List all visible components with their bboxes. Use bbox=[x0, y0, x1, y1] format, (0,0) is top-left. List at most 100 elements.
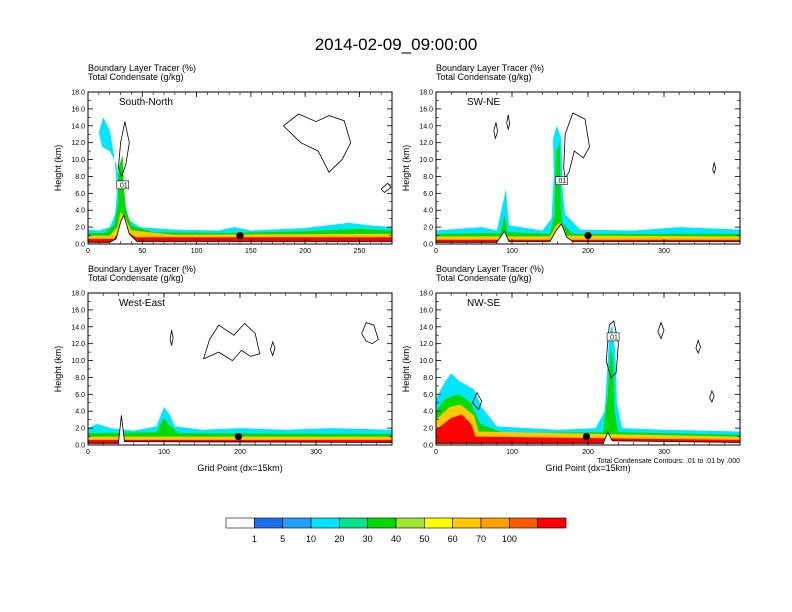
contour-label: .01 bbox=[557, 178, 567, 185]
colorbar-label: 40 bbox=[391, 534, 401, 544]
condensate-contour bbox=[605, 320, 619, 379]
x-tick-label: 0 bbox=[86, 248, 90, 255]
colorbar-label: 30 bbox=[363, 534, 373, 544]
contour-label: .01 bbox=[608, 334, 618, 341]
condensate-contour bbox=[169, 330, 174, 346]
contour-note: Total Condensate Contours: .01 to .01 by… bbox=[597, 458, 740, 465]
y-tick-label: 8.0 bbox=[423, 375, 433, 382]
y-tick-label: 18.0 bbox=[419, 90, 433, 97]
plot-area: .01 bbox=[436, 320, 740, 445]
y-tick-label: 0.0 bbox=[75, 242, 85, 249]
condensate-contour bbox=[380, 182, 392, 194]
field-fill bbox=[436, 125, 740, 244]
x-tick-label: 300 bbox=[658, 449, 670, 456]
y-tick-label: 12.0 bbox=[419, 341, 433, 348]
panel-label: West-East bbox=[119, 298, 165, 309]
plot-area: .01 bbox=[436, 112, 740, 244]
y-tick-label: 12.0 bbox=[71, 140, 85, 147]
colorbar-label: 100 bbox=[502, 534, 517, 544]
colorbar-swatch bbox=[310, 517, 340, 529]
colorbar-swatch bbox=[480, 517, 510, 529]
y-tick-label: 18.0 bbox=[71, 90, 85, 97]
y-tick-label: 10.0 bbox=[71, 157, 85, 164]
contour-label: .01 bbox=[118, 182, 128, 189]
colorbar-swatch bbox=[367, 517, 397, 529]
panel-west-east: Boundary Layer Tracer (%)Total Condensat… bbox=[53, 264, 393, 473]
x-axis-label: Grid Point (dx=15km) bbox=[545, 463, 630, 473]
y-tick-label: 4.0 bbox=[75, 208, 85, 215]
condensate-contour bbox=[270, 340, 276, 357]
colorbar-swatch bbox=[509, 517, 538, 529]
condensate-contour bbox=[493, 122, 499, 140]
condensate-contour bbox=[472, 391, 483, 411]
y-tick-label: 2.0 bbox=[75, 426, 85, 433]
condensate-contour bbox=[563, 112, 590, 180]
x-tick-label: 0 bbox=[434, 248, 438, 255]
plot-area: .01 bbox=[88, 113, 392, 244]
y-axis-label: Height (km) bbox=[401, 145, 411, 192]
panel-sw-ne: Boundary Layer Tracer (%)Total Condensat… bbox=[401, 63, 741, 255]
colorbar-label: 70 bbox=[476, 534, 486, 544]
contour-label-box bbox=[116, 180, 130, 190]
location-marker bbox=[234, 432, 243, 441]
y-tick-label: 18.0 bbox=[419, 291, 433, 298]
y-tick-label: 4.0 bbox=[75, 409, 85, 416]
y-tick-label: 10.0 bbox=[419, 157, 433, 164]
condensate-contour bbox=[118, 121, 130, 178]
y-tick-label: 18.0 bbox=[71, 291, 85, 298]
x-tick-label: 100 bbox=[506, 248, 518, 255]
y-tick-label: 2.0 bbox=[423, 426, 433, 433]
field-label: Total Condensate (g/kg) bbox=[436, 72, 532, 82]
panel-label: South-North bbox=[119, 97, 173, 108]
panel-south-north: Boundary Layer Tracer (%)Total Condensat… bbox=[53, 63, 393, 255]
y-tick-label: 2.0 bbox=[423, 225, 433, 232]
y-tick-label: 16.0 bbox=[419, 307, 433, 314]
x-tick-label: 200 bbox=[582, 248, 594, 255]
x-tick-label: 300 bbox=[310, 449, 322, 456]
condensate-contour bbox=[203, 322, 261, 362]
colorbar-label: 60 bbox=[448, 534, 458, 544]
field-label: Boundary Layer Tracer (%) bbox=[88, 63, 196, 73]
colorbar-label: 10 bbox=[306, 534, 316, 544]
y-tick-label: 4.0 bbox=[423, 208, 433, 215]
x-tick-label: 100 bbox=[158, 449, 170, 456]
condensate-contour bbox=[506, 114, 511, 131]
condensate-contour bbox=[361, 322, 379, 345]
y-tick-label: 14.0 bbox=[71, 324, 85, 331]
y-tick-label: 8.0 bbox=[75, 174, 85, 181]
y-axis-label: Height (km) bbox=[53, 346, 63, 393]
colorbar-swatch bbox=[424, 517, 453, 529]
field-label: Boundary Layer Tracer (%) bbox=[436, 264, 544, 274]
panel-label: SW-NE bbox=[467, 97, 500, 108]
x-tick-label: 0 bbox=[434, 449, 438, 456]
contour-label-box bbox=[555, 176, 568, 185]
y-tick-label: 0.0 bbox=[75, 443, 85, 450]
terrain bbox=[88, 214, 392, 244]
x-tick-label: 300 bbox=[658, 248, 670, 255]
field-fill bbox=[436, 222, 740, 244]
y-tick-label: 0.0 bbox=[423, 242, 433, 249]
plot-frame bbox=[87, 292, 393, 446]
panel-nw-se: Boundary Layer Tracer (%)Total Condensat… bbox=[401, 264, 741, 473]
field-fill bbox=[88, 117, 392, 244]
colorbar-swatch bbox=[339, 517, 368, 529]
x-tick-label: 150 bbox=[245, 248, 257, 255]
y-tick-label: 6.0 bbox=[423, 392, 433, 399]
location-marker bbox=[236, 231, 244, 240]
y-tick-label: 6.0 bbox=[75, 392, 85, 399]
y-tick-label: 8.0 bbox=[423, 174, 433, 181]
x-tick-label: 100 bbox=[506, 449, 518, 456]
panels: Boundary Layer Tracer (%)Total Condensat… bbox=[53, 63, 741, 473]
y-axis-label: Height (km) bbox=[401, 346, 411, 393]
y-axis-label: Height (km) bbox=[53, 145, 63, 192]
x-tick-label: 100 bbox=[191, 248, 203, 255]
x-tick-label: 200 bbox=[299, 248, 311, 255]
plot-frame bbox=[87, 91, 393, 245]
y-tick-label: 10.0 bbox=[71, 358, 85, 365]
y-tick-label: 12.0 bbox=[419, 140, 433, 147]
x-tick-label: 50 bbox=[138, 248, 146, 255]
contour-label-box bbox=[606, 332, 620, 342]
plot-area bbox=[88, 322, 392, 445]
field-label: Total Condensate (g/kg) bbox=[436, 273, 532, 283]
field-fill bbox=[88, 228, 392, 244]
